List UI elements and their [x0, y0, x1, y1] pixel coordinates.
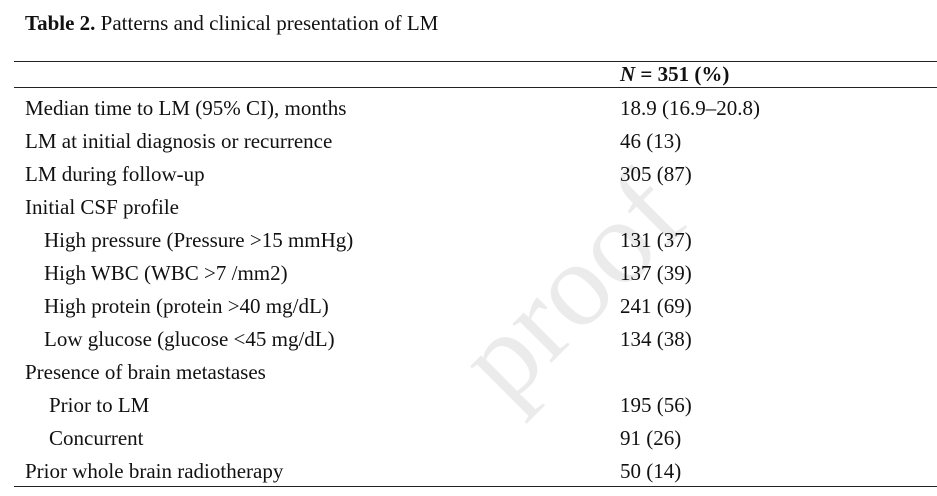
table-row: Prior to LM 195 (56) [0, 389, 937, 422]
table-row: LM at initial diagnosis or recurrence 46… [0, 125, 937, 158]
table-bottom-rule [14, 486, 937, 488]
section-label: Presence of brain metastases [25, 360, 266, 384]
row-label: Prior to LM [49, 393, 150, 417]
table-row: High protein (protein >40 mg/dL) 241 (69… [0, 290, 937, 323]
row-label: LM during follow-up [25, 162, 205, 186]
row-value: 241 (69) [620, 294, 692, 318]
table-row-section: Initial CSF profile [0, 191, 937, 224]
row-value: 50 (14) [620, 459, 682, 483]
row-label: Low glucose (glucose <45 mg/dL) [44, 327, 335, 351]
table-title: Patterns and clinical presentation of LM [100, 11, 439, 35]
table-row: High WBC (WBC >7 /mm2) 137 (39) [0, 257, 937, 290]
row-value: 195 (56) [620, 393, 692, 417]
table-row: Concurrent 91 (26) [0, 422, 937, 455]
row-value: 305 (87) [620, 162, 692, 186]
row-value: 131 (37) [620, 228, 692, 252]
table-caption: Table 2. Patterns and clinical presentat… [25, 9, 438, 37]
table-row: High pressure (Pressure >15 mmHg) 131 (3… [0, 224, 937, 257]
n-symbol: N [620, 62, 636, 86]
table-header-rule [14, 87, 937, 89]
row-label: Concurrent [49, 426, 144, 450]
table-top-rule [14, 61, 937, 63]
table-row: LM during follow-up 305 (87) [0, 158, 937, 191]
n-count: = 351 (%) [635, 62, 730, 86]
row-value: 134 (38) [620, 327, 692, 351]
section-label: Initial CSF profile [25, 195, 179, 219]
row-label: High pressure (Pressure >15 mmHg) [44, 228, 354, 252]
table-number: Table 2. [25, 11, 96, 35]
row-label: Median time to LM (95% CI), months [25, 96, 347, 120]
table-row: Prior whole brain radiotherapy 50 (14) [0, 455, 937, 488]
row-label: Prior whole brain radiotherapy [25, 459, 284, 483]
table-row-section: Presence of brain metastases [0, 356, 937, 389]
column-header-n: N = 351 (%) [620, 62, 729, 87]
row-value: 137 (39) [620, 261, 692, 285]
row-value: 46 (13) [620, 129, 682, 153]
row-value: 91 (26) [620, 426, 682, 450]
row-label: High WBC (WBC >7 /mm2) [44, 261, 288, 285]
row-label: LM at initial diagnosis or recurrence [25, 129, 333, 153]
table-row: Median time to LM (95% CI), months 18.9 … [0, 92, 937, 125]
row-value: 18.9 (16.9–20.8) [620, 96, 760, 120]
row-label: High protein (protein >40 mg/dL) [44, 294, 329, 318]
table-row: Low glucose (glucose <45 mg/dL) 134 (38) [0, 323, 937, 356]
